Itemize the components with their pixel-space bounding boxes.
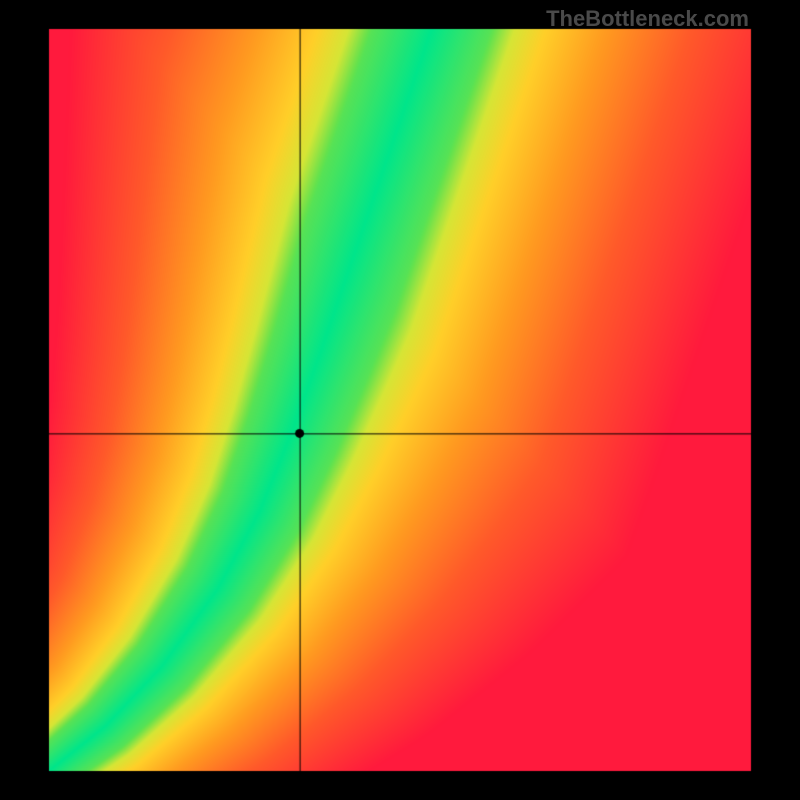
chart-container: TheBottleneck.com — [0, 0, 800, 800]
watermark-text: TheBottleneck.com — [546, 6, 749, 32]
bottleneck-heatmap — [0, 0, 800, 800]
